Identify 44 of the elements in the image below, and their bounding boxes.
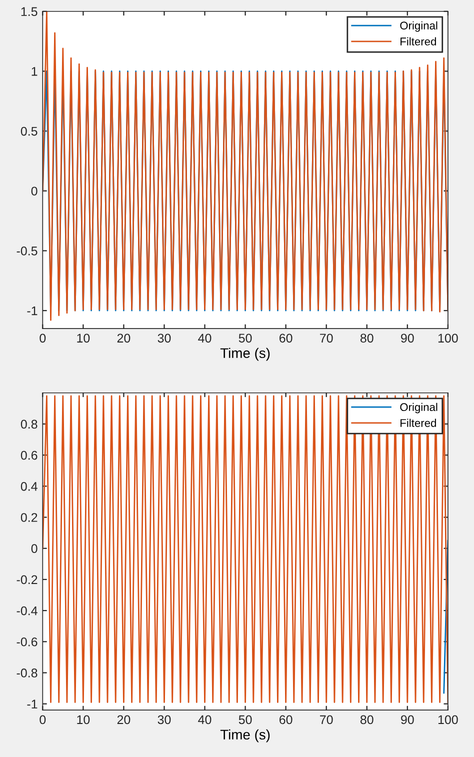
y-tick-label: -1 <box>27 700 38 708</box>
x-tick-label: 30 <box>158 334 171 343</box>
y-tick-label: 0 <box>31 186 38 196</box>
x-tick-label: 100 <box>438 334 458 343</box>
x-axis-title: Time (s) <box>220 729 270 742</box>
x-tick-label: 10 <box>77 334 90 343</box>
x-tick-label: 50 <box>238 334 252 343</box>
x-tick-label: 70 <box>320 334 333 343</box>
y-tick-label: 0.2 <box>20 513 38 522</box>
x-tick-label: 90 <box>401 334 414 343</box>
x-tick-label: 10 <box>77 715 90 724</box>
y-tick-label: 0.6 <box>20 450 38 460</box>
y-tick-label: -0.4 <box>16 606 38 616</box>
x-tick-label: 0 <box>40 334 46 343</box>
y-tick-label: -1 <box>27 306 38 316</box>
y-tick-label: 1 <box>32 67 38 76</box>
legend-label: Original <box>400 21 438 32</box>
legend-label: Filtered <box>400 37 436 46</box>
x-tick-label: 50 <box>238 715 252 724</box>
y-tick-label: -0.6 <box>16 637 38 646</box>
x-tick-label: 20 <box>117 715 130 724</box>
y-tick-label: 1.5 <box>21 7 38 16</box>
legend-label: Original <box>400 402 438 414</box>
x-tick-label: 70 <box>320 715 333 724</box>
x-tick-label: 20 <box>117 334 130 343</box>
y-tick-label: 0.5 <box>20 126 38 136</box>
y-tick-label: -0.5 <box>16 246 38 256</box>
x-tick-label: 40 <box>198 715 212 724</box>
y-tick-label: -0.2 <box>16 575 38 584</box>
y-tick-label: 0 <box>31 544 38 554</box>
y-tick-label: 0.4 <box>20 482 38 491</box>
x-axis-title: Time (s) <box>220 348 270 361</box>
x-tick-label: 90 <box>401 715 414 724</box>
x-tick-label: 30 <box>158 715 171 724</box>
x-tick-label: 0 <box>40 715 46 724</box>
x-tick-label: 40 <box>198 334 212 343</box>
y-tick-label: -0.8 <box>16 668 38 678</box>
x-tick-label: 80 <box>360 334 374 343</box>
x-tick-label: 100 <box>438 715 458 724</box>
x-tick-label: 80 <box>360 715 374 724</box>
legend-label: Filtered <box>400 418 436 427</box>
x-tick-label: 60 <box>280 334 292 343</box>
y-tick-label: 0.8 <box>20 420 38 429</box>
x-tick-label: 60 <box>280 715 292 724</box>
